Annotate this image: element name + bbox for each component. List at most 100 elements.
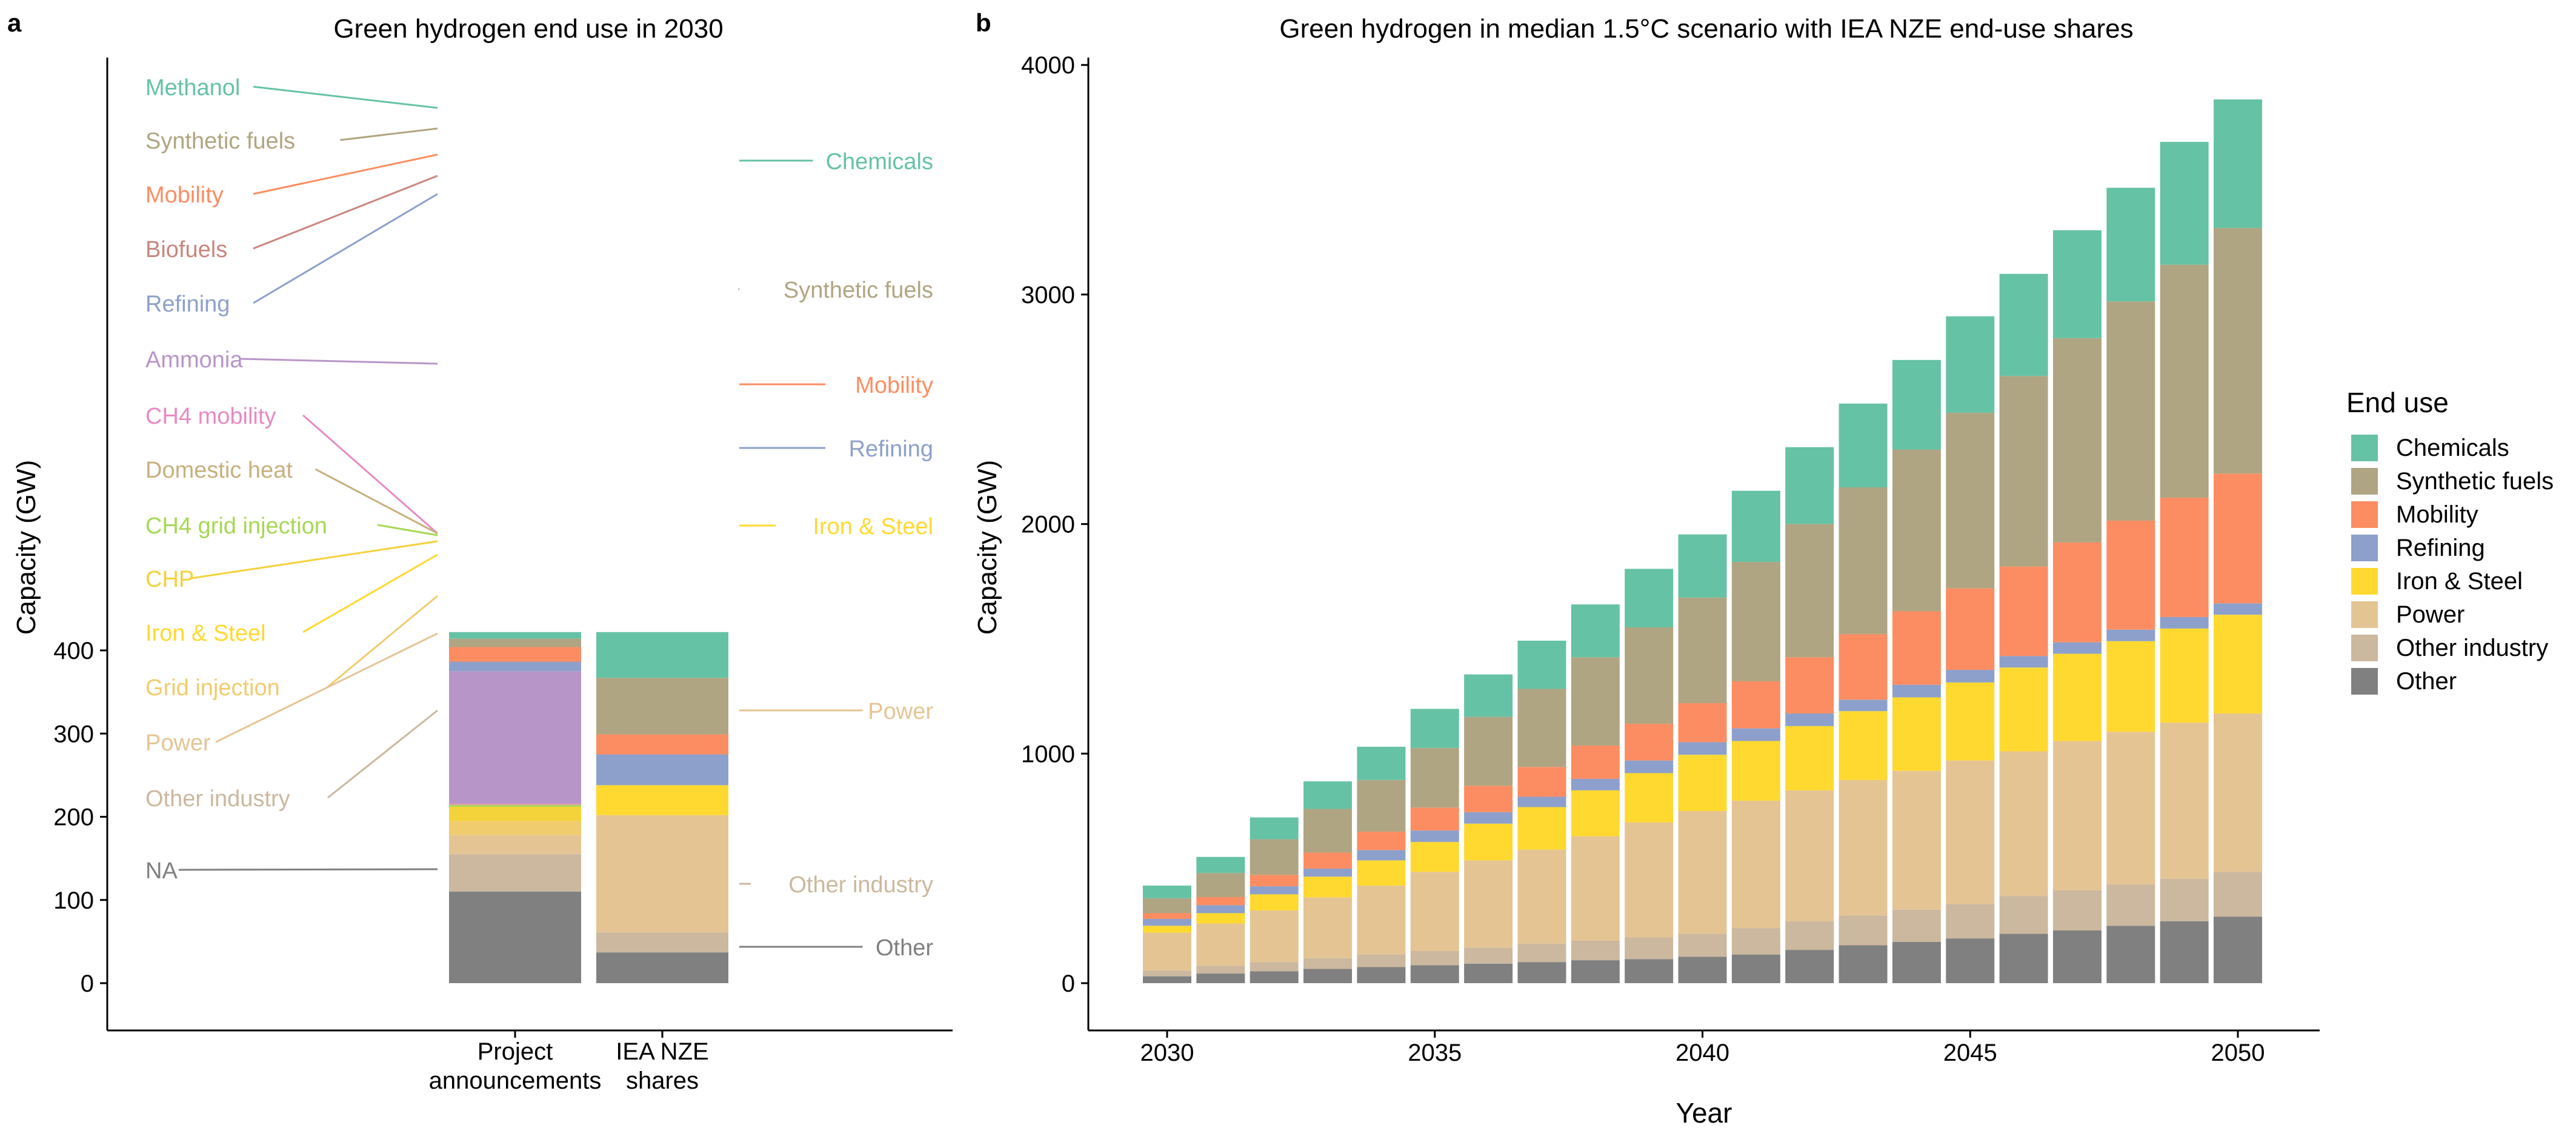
- bar-segment-iron-steel-2034: [1357, 860, 1406, 886]
- bar-segment-other-industry-2048: [2106, 884, 2155, 926]
- bar-segment-synthetic-fuels-2042: [1785, 524, 1834, 658]
- legend-swatch-other: [2351, 668, 2378, 695]
- annotation-domestic-heat: Domestic heat: [145, 458, 293, 483]
- bar-segment-synthetic-fuels-2050: [2214, 228, 2262, 474]
- bar-segment-iron-steel-2037: [1517, 807, 1566, 850]
- annotation-ammonia: Ammonia: [145, 347, 243, 373]
- bar-segment-refining-2034: [1357, 850, 1406, 861]
- bar-segment-other-2037: [1517, 962, 1566, 983]
- panel-b-ylabel: Capacity (GW): [973, 460, 1002, 635]
- bar-segment-mobility-2043: [1839, 634, 1888, 700]
- bar-segment-other-industry-2032: [1250, 962, 1299, 972]
- leader-line: [253, 85, 438, 109]
- y-tick-label: 200: [53, 804, 94, 831]
- bar-segment-chemicals-2039: [1625, 569, 1674, 628]
- bar-segment-synthetic-fuels-2031: [1196, 873, 1245, 897]
- bar-segment-synthetic-fuels-2036: [1464, 716, 1513, 786]
- bar-segment-chemicals-2048: [2106, 187, 2155, 302]
- bar-segment-other-industry-2050: [2214, 872, 2262, 917]
- bar-segment-chemicals-2034: [1357, 746, 1406, 780]
- bar-segment-power-2035: [1410, 872, 1459, 951]
- bar-segment-power-2042: [1785, 790, 1834, 921]
- legend-swatch-mobility: [2351, 501, 2378, 528]
- bar-segment-refining-2038: [1571, 778, 1620, 790]
- panel-b-title: Green hydrogen in median 1.5°C scenario …: [1279, 14, 2133, 44]
- panel-a-annotations: Methanol Synthetic fuels Mobility Biofuels R…: [145, 75, 933, 961]
- bar-segment-chemicals-2030: [1143, 886, 1191, 898]
- y-tick-label: 0: [81, 970, 94, 997]
- panel-a-letter: a: [7, 8, 22, 37]
- x-tick-label: 2030: [1140, 1040, 1194, 1066]
- y-tick-label: 100: [53, 887, 94, 914]
- panel-b-xlabel: Year: [1676, 1097, 1732, 1129]
- bar-segment-mobility-2037: [1517, 767, 1566, 797]
- bar-segment-mobility-2041: [1731, 681, 1780, 729]
- legend-title: End use: [2346, 387, 2449, 418]
- bar-segment-other-2048: [2106, 926, 2155, 983]
- leader-line: [327, 595, 438, 688]
- bar-segment-other-industry: [449, 854, 581, 892]
- bar-segment-mobility-2045: [1946, 588, 1995, 670]
- bar-segment-refining-2043: [1839, 699, 1888, 712]
- x-tick-label: 2045: [1943, 1040, 1997, 1066]
- bar-segment-iron-steel-2036: [1464, 823, 1513, 861]
- panel-b-y-ticks: 0 1000 2000 3000 4000: [1021, 52, 1088, 997]
- bar-segment-other: [596, 952, 728, 983]
- leader-line: [241, 358, 438, 365]
- bar-segment-other-industry-2043: [1839, 915, 1888, 946]
- bar-segment-refining-2033: [1303, 869, 1353, 877]
- bar-segment-chemicals-2043: [1839, 403, 1888, 488]
- bar-segment-other-2033: [1303, 969, 1353, 983]
- leader-line: [178, 868, 438, 871]
- bar-segment-synthetic-fuels-2046: [1999, 376, 2048, 567]
- bar-segment-refining: [596, 754, 728, 786]
- bar-segment-mobility-2030: [1143, 913, 1191, 919]
- panel-a-ylabel: Capacity (GW): [12, 460, 41, 635]
- panel-b-x-ticks: 2030 2035 2040 2045 2050: [1140, 1030, 2265, 1066]
- annotation-other-industry: Other industry: [788, 872, 933, 898]
- bar-segment-iron-steel-2041: [1731, 741, 1780, 801]
- bar-segment-iron-steel-2039: [1625, 773, 1674, 823]
- bar-segment-mobility: [596, 734, 728, 755]
- bar-segment-power-2041: [1731, 800, 1780, 929]
- bar-segment-chemicals-2031: [1196, 856, 1245, 873]
- annotation-iron-steel: Iron & Steel: [145, 621, 266, 646]
- bar-segment-other-2035: [1410, 965, 1459, 983]
- bar-segment-chemicals-2041: [1731, 490, 1780, 562]
- bar-segment-mobility-2044: [1892, 611, 1941, 685]
- legend: Chemicals Synthetic fuels Mobility Refining…: [2351, 435, 2554, 695]
- annotation-chemicals: Chemicals: [826, 149, 933, 175]
- bar-segment-refining-2050: [2214, 603, 2262, 615]
- bar-segment-other-2034: [1357, 967, 1406, 983]
- legend-label-other: Other: [2396, 668, 2457, 695]
- bar-segment-synthetic-fuels-2043: [1839, 487, 1888, 635]
- bar-segment-other-industry-2041: [1731, 928, 1780, 955]
- bar-segment-power-2046: [1999, 751, 2048, 896]
- legend-label-other-industry: Other industry: [2396, 635, 2548, 661]
- annotation-synthetic-fuels: Synthetic fuels: [145, 129, 295, 154]
- bar-segment-mobility-2034: [1357, 832, 1406, 850]
- bar-segment-power-2043: [1839, 779, 1888, 916]
- x-tick-label: 2035: [1408, 1040, 1462, 1066]
- bar-segment-other-2041: [1731, 954, 1780, 983]
- leader-line: [377, 524, 438, 536]
- bar-segment-power-2032: [1250, 910, 1299, 963]
- bar-segment-power-2040: [1678, 810, 1727, 934]
- bar-segment-other-industry-2033: [1303, 958, 1353, 969]
- legend-label-refining: Refining: [2396, 535, 2485, 561]
- bar-segment-na: [449, 892, 581, 983]
- bar-segment-refining-2046: [1999, 656, 2048, 668]
- bar-segment-other-industry-2045: [1946, 904, 1995, 939]
- legend-label-power: Power: [2396, 601, 2465, 628]
- x-category-label: announcements: [429, 1067, 602, 1094]
- bar-segment-synthetic-fuels-2047: [2052, 338, 2102, 542]
- bar-segment-other-industry-2036: [1464, 947, 1513, 964]
- legend-swatch-refining: [2351, 535, 2378, 561]
- bar-segment-refining-2036: [1464, 812, 1513, 824]
- leader-line: [215, 632, 438, 743]
- bar-segment-mobility-2038: [1571, 746, 1620, 779]
- bar-segment-iron-steel: [596, 785, 728, 815]
- bar-segment-synthetic-fuels-2049: [2160, 264, 2209, 498]
- bar-segment-mobility-2049: [2160, 498, 2209, 617]
- bar-segment-iron-steel-2044: [1892, 697, 1941, 771]
